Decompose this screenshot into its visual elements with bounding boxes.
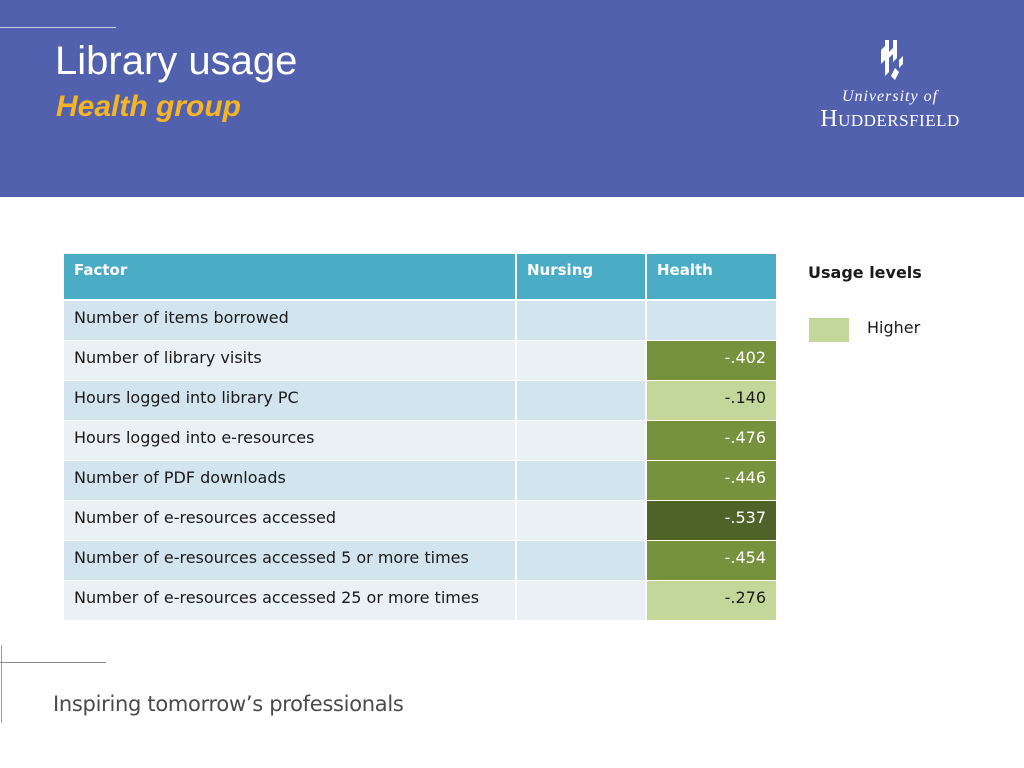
header-rule bbox=[0, 27, 116, 28]
factor-cell: Number of e-resources accessed 25 or mor… bbox=[64, 580, 517, 621]
health-cell: -.140 bbox=[646, 380, 776, 421]
nursing-cell bbox=[516, 580, 647, 621]
logo-text-line2: Huddersfield bbox=[820, 106, 960, 132]
factor-cell: Hours logged into library PC bbox=[64, 380, 517, 421]
table-row: Number of PDF downloads -.446 bbox=[64, 460, 776, 501]
logo-text-line1: University of bbox=[841, 88, 939, 105]
column-header-health: Health bbox=[646, 254, 776, 301]
health-cell: -.446 bbox=[646, 460, 776, 501]
legend-label-higher: Higher bbox=[867, 318, 921, 337]
table-row: Hours logged into e-resources -.476 bbox=[64, 420, 776, 461]
factor-cell: Number of e-resources accessed 5 or more… bbox=[64, 540, 517, 581]
nursing-cell bbox=[516, 300, 647, 341]
university-logo: University of Huddersfield bbox=[800, 38, 980, 138]
slide-subtitle: Health group bbox=[56, 90, 241, 123]
health-cell: -.537 bbox=[646, 500, 776, 541]
university-crest-icon bbox=[881, 40, 903, 80]
slide-header: Library usage Health group University of… bbox=[0, 0, 1024, 197]
table-row: Number of e-resources accessed -.537 bbox=[64, 500, 776, 541]
slide-title: Library usage bbox=[55, 39, 298, 83]
health-cell: -.454 bbox=[646, 540, 776, 581]
legend-swatch-higher bbox=[809, 318, 849, 342]
health-cell bbox=[646, 300, 776, 341]
footer-tagline: Inspiring tomorrow’s professionals bbox=[53, 692, 404, 716]
table-row: Hours logged into library PC -.140 bbox=[64, 380, 776, 421]
health-cell: -.276 bbox=[646, 580, 776, 621]
health-cell: -.402 bbox=[646, 340, 776, 381]
nursing-cell bbox=[516, 380, 647, 421]
footer-divider-vertical bbox=[1, 645, 2, 723]
nursing-cell bbox=[516, 540, 647, 581]
factor-cell: Number of PDF downloads bbox=[64, 460, 517, 501]
table-row: Number of e-resources accessed 5 or more… bbox=[64, 540, 776, 581]
table-row: Number of items borrowed bbox=[64, 300, 776, 341]
nursing-cell bbox=[516, 460, 647, 501]
health-cell: -.476 bbox=[646, 420, 776, 461]
factor-cell: Number of items borrowed bbox=[64, 300, 517, 341]
factor-cell: Hours logged into e-resources bbox=[64, 420, 517, 461]
factor-cell: Number of library visits bbox=[64, 340, 517, 381]
column-header-nursing: Nursing bbox=[516, 254, 647, 301]
legend-title: Usage levels bbox=[808, 263, 922, 282]
usage-table: Factor Nursing Health Number of items bo… bbox=[64, 254, 776, 621]
factor-cell: Number of e-resources accessed bbox=[64, 500, 517, 541]
table-row: Number of library visits -.402 bbox=[64, 340, 776, 381]
nursing-cell bbox=[516, 340, 647, 381]
nursing-cell bbox=[516, 500, 647, 541]
footer-divider-horizontal bbox=[0, 662, 106, 663]
table-row: Number of e-resources accessed 25 or mor… bbox=[64, 580, 776, 621]
nursing-cell bbox=[516, 420, 647, 461]
table-header-row: Factor Nursing Health bbox=[64, 254, 776, 301]
column-header-factor: Factor bbox=[64, 254, 517, 301]
